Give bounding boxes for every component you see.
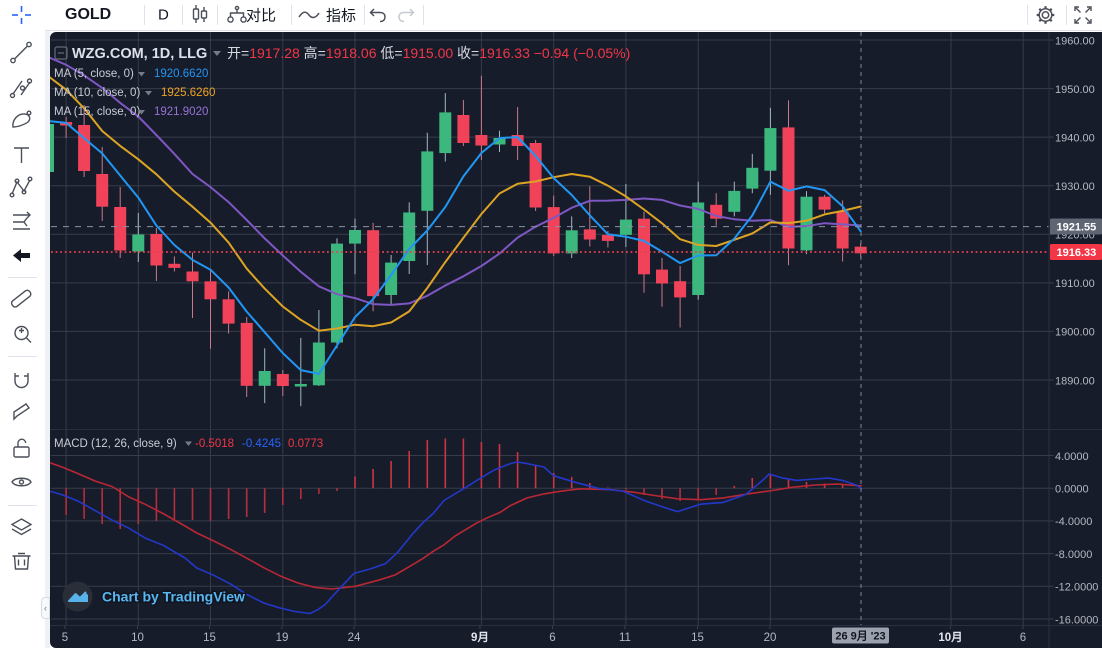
svg-text:20: 20 [764, 632, 777, 644]
svg-text:24: 24 [348, 632, 361, 644]
svg-text:-0.5018: -0.5018 [195, 438, 234, 450]
svg-text:Chart by TradingView: Chart by TradingView [102, 589, 245, 605]
svg-text:1950.00: 1950.00 [1055, 84, 1095, 96]
svg-text:4.0000: 4.0000 [1055, 451, 1089, 463]
svg-text:MA (5, close, 0): MA (5, close, 0) [54, 68, 134, 80]
svg-text:1916.33: 1916.33 [1057, 247, 1097, 259]
svg-text:1910.00: 1910.00 [1055, 278, 1095, 290]
svg-text:19: 19 [276, 632, 289, 644]
svg-text:1890.00: 1890.00 [1055, 375, 1095, 387]
svg-text:6: 6 [549, 632, 555, 644]
svg-text:1921.9020: 1921.9020 [154, 106, 208, 118]
svg-text:MA (10, close, 0): MA (10, close, 0) [54, 87, 140, 99]
svg-text:开=1917.28 高=1918.06 低=1915.00: 开=1917.28 高=1918.06 低=1915.00 收=1916.33 … [227, 45, 630, 61]
svg-text:0.0000: 0.0000 [1055, 484, 1089, 496]
svg-text:1900.00: 1900.00 [1055, 327, 1095, 339]
svg-text:1920.6620: 1920.6620 [154, 68, 208, 80]
svg-text:10月: 10月 [938, 631, 962, 644]
svg-text:1921.55: 1921.55 [1057, 222, 1097, 234]
svg-text:5: 5 [62, 632, 68, 644]
svg-text:WZG.COM, 1D, LLG: WZG.COM, 1D, LLG [72, 46, 207, 62]
svg-text:15: 15 [691, 632, 704, 644]
svg-text:Chart by TradingView: Chart by TradingView [102, 589, 245, 605]
svg-text:1930.00: 1930.00 [1055, 181, 1095, 193]
svg-text:-16.0000: -16.0000 [1055, 614, 1098, 626]
svg-text:1925.6260: 1925.6260 [161, 87, 215, 99]
svg-text:6: 6 [1020, 632, 1026, 644]
svg-text:10: 10 [131, 632, 144, 644]
svg-text:-0.4245: -0.4245 [242, 438, 281, 450]
svg-text:9月: 9月 [471, 631, 489, 644]
svg-text:0.0773: 0.0773 [288, 438, 323, 450]
svg-text:11: 11 [619, 632, 631, 644]
svg-text:-4.0000: -4.0000 [1055, 516, 1092, 528]
svg-text:-8.0000: -8.0000 [1055, 549, 1092, 561]
svg-text:MA (15, close, 0): MA (15, close, 0) [54, 106, 140, 118]
svg-text:-12.0000: -12.0000 [1055, 582, 1098, 594]
svg-text:15: 15 [203, 632, 216, 644]
svg-text:MACD (12, 26, close, 9): MACD (12, 26, close, 9) [54, 438, 177, 450]
svg-text:1940.00: 1940.00 [1055, 132, 1095, 144]
svg-text:26 9月 '23: 26 9月 '23 [835, 630, 885, 643]
svg-text:1960.00: 1960.00 [1055, 35, 1095, 47]
